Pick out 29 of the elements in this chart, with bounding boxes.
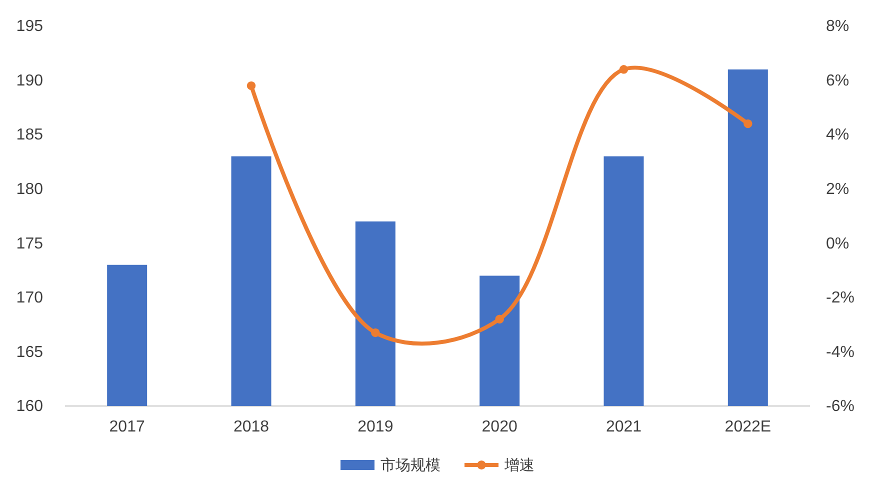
y-tick-label: 175: [16, 235, 44, 252]
y-tick-label: 170: [16, 290, 44, 307]
point: [371, 328, 380, 338]
y-tick-label: 185: [16, 126, 44, 144]
y2-tick-label: 0%: [826, 235, 850, 252]
x-tick-label: 2022E: [724, 418, 772, 436]
y2-tick-label: -4%: [826, 344, 854, 361]
legend-label: 增速: [504, 457, 534, 474]
point: [619, 65, 628, 74]
y-tick-label: 195: [16, 18, 44, 36]
point: [495, 314, 504, 324]
x-tick-label: 2017: [109, 418, 145, 436]
point: [246, 81, 256, 90]
x-tick-label: 2019: [358, 418, 394, 436]
y-tick-label: 160: [16, 398, 44, 416]
x-tick-label: 2018: [233, 418, 270, 436]
y2-tick-label: 6%: [826, 72, 850, 90]
legend-label: 市场规模: [380, 457, 440, 474]
y2-tick-label: 8%: [826, 18, 850, 36]
y-tick-label: 165: [16, 344, 44, 361]
y2-tick-label: -6%: [826, 398, 854, 416]
y-tick-label: 180: [16, 180, 44, 198]
y2-tick-label: 2%: [826, 180, 850, 198]
y-tick-label: 190: [16, 72, 44, 90]
point: [744, 119, 752, 128]
y2-tick-label: 4%: [826, 126, 850, 144]
x-tick-label: 2020: [482, 418, 518, 436]
y2-tick-label: -2%: [826, 290, 854, 307]
x-tick-label: 2021: [606, 418, 642, 436]
